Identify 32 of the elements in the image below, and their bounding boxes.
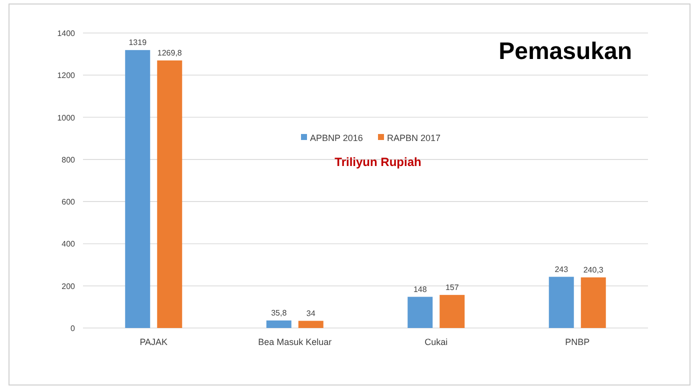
bar [125, 50, 150, 328]
bar [548, 276, 574, 328]
y-tick-label: 600 [62, 198, 76, 207]
data-label: 35,8 [271, 308, 288, 318]
chart-title: Pemasukan [498, 38, 632, 65]
data-label: 34 [306, 308, 316, 318]
bar [440, 294, 465, 328]
x-tick-label: PNBP [565, 337, 590, 347]
y-tick-label: 200 [62, 282, 76, 291]
y-tick-label: 800 [62, 155, 76, 164]
bar [298, 320, 324, 328]
bar [157, 60, 182, 328]
x-tick-label: Cukai [424, 337, 448, 347]
text: Triliyun Rupiah [334, 155, 422, 169]
legend-label: RAPBN 2017 [387, 133, 441, 143]
data-label: 1269,8 [157, 48, 182, 58]
y-tick-label: 0 [70, 324, 76, 333]
bar [266, 320, 292, 328]
x-tick-label: Bea Masuk Keluar [258, 337, 332, 347]
data-label: 148 [413, 284, 428, 294]
y-tick-label: 1200 [57, 71, 76, 80]
y-tick-label: 1400 [57, 29, 76, 38]
bar [580, 277, 606, 328]
legend-label: APBNP 2016 [310, 133, 363, 143]
y-tick-label: 400 [62, 240, 76, 249]
y-tick-label: 1000 [57, 113, 76, 122]
data-label: 243 [554, 264, 569, 274]
data-label: 157 [445, 282, 460, 292]
data-label: 240,3 [583, 265, 604, 274]
data-label: 1319 [128, 38, 148, 48]
bar [408, 296, 433, 328]
x-tick-label: PAJAK [140, 337, 168, 347]
